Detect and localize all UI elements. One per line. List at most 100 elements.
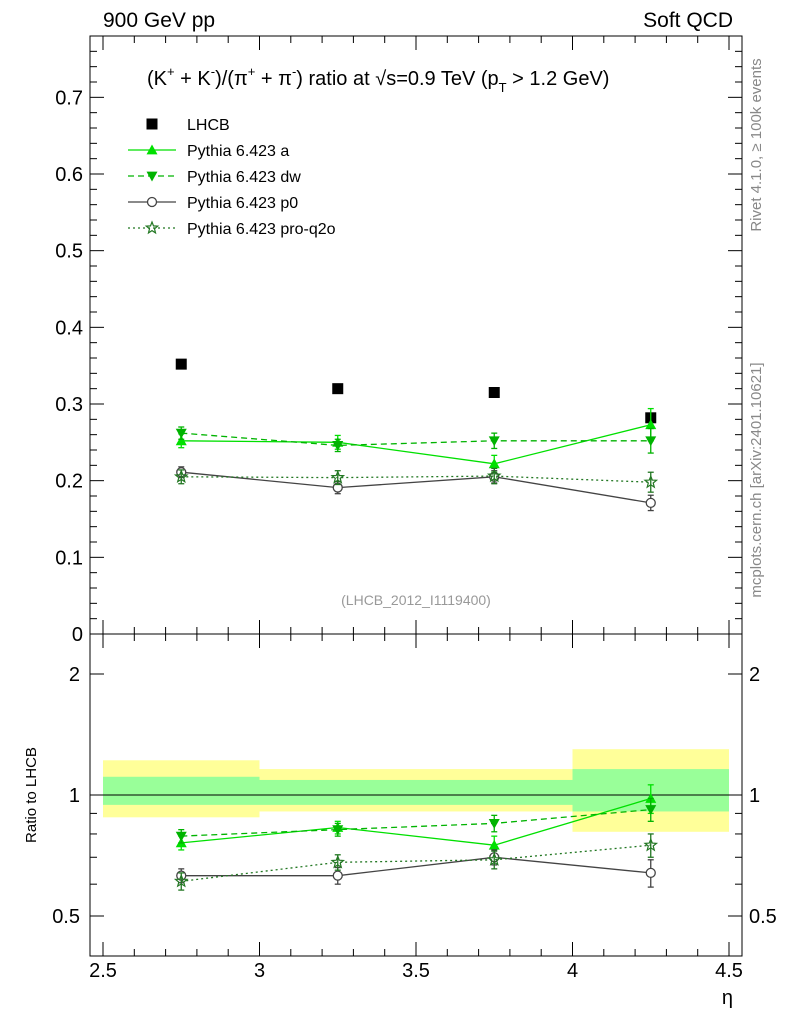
ratio-series-line	[181, 808, 651, 837]
y-tick-label-ratio-right: 2	[749, 664, 760, 686]
y-tick-label-ratio-right: 0.5	[749, 906, 777, 928]
legend-marker	[144, 220, 160, 235]
ratio-series-line	[181, 856, 651, 877]
main-data-point	[173, 469, 189, 484]
title-plus-k: + K	[175, 68, 212, 90]
main-panel-series	[173, 358, 659, 512]
ratio-panel-series	[173, 784, 659, 891]
ratio-data-point	[488, 818, 500, 829]
ratio-panel: 2.5 3 3.5 4 4.5 0.5 0.5 1 1 2 2 Ratio to LHCB η	[23, 633, 777, 1009]
ratio-series-pythia-6-423-dw	[175, 797, 657, 844]
title-open-paren: (K	[147, 68, 168, 90]
ratio-data-point	[175, 831, 187, 842]
legend-item: Pythia 6.423 pro-q2o	[128, 220, 336, 238]
legend-label: Pythia 6.423 dw	[187, 169, 301, 186]
legend-label: Pythia 6.423 pro-q2o	[187, 221, 336, 238]
x-axis-label: η	[722, 987, 733, 1009]
main-data-point	[486, 468, 502, 483]
ratio-data-point	[643, 837, 659, 852]
legend-label: LHCB	[187, 117, 230, 134]
legend-item: Pythia 6.423 p0	[128, 195, 298, 212]
header-left-label: 900 GeV pp	[103, 9, 215, 32]
ratio-uncertainty-bands	[90, 749, 742, 832]
main-data-point	[645, 419, 657, 430]
y-tick-label-main: 0.7	[55, 87, 83, 109]
main-series-line	[181, 475, 651, 483]
title-pi-sup-plus: +	[248, 64, 256, 79]
x-tick-label: 4	[567, 960, 578, 982]
ratio-data-point	[488, 839, 500, 850]
ratio-data-point	[645, 805, 657, 816]
main-data-point	[175, 428, 187, 439]
y-tick-label-main: 0	[72, 624, 83, 646]
legend-label: Pythia 6.423 p0	[187, 195, 298, 212]
title-sup-minus: -	[211, 64, 215, 79]
y-tick-label-ratio-left: 0.5	[52, 906, 80, 928]
y-tick-label-main: 0.4	[55, 317, 83, 339]
x-tick-label: 2.5	[89, 960, 117, 982]
legend-marker	[146, 196, 158, 208]
ratio-data-point	[645, 867, 656, 879]
main-data-point	[332, 441, 344, 451]
y-tick-label-ratio-right: 1	[749, 785, 760, 807]
ratio-series-line	[181, 797, 651, 846]
ratio-series-line	[181, 844, 651, 882]
x-tick-label: 3	[254, 960, 265, 982]
main-series-line	[181, 471, 651, 504]
y-tick-label-main: 0.2	[55, 471, 83, 493]
title-pi-sup-minus: -	[292, 64, 296, 79]
mcplots-reference-label: mcplots.cern.ch [arXiv:2401.10621]	[748, 362, 765, 597]
main-data-point	[330, 469, 346, 484]
ratio-panel-ticks: 2.5 3 3.5 4 4.5 0.5 0.5 1 1 2 2	[52, 634, 777, 982]
title-ratio-at: ) ratio at √s=0.9 TeV (p	[296, 68, 498, 90]
ratio-series-pythia-6-423-p0	[176, 849, 656, 888]
ratio-y-axis-label: Ratio to LHCB	[23, 747, 40, 843]
analysis-id-label: (LHCB_2012_I1119400)	[341, 592, 491, 608]
legend-label: Pythia 6.423 a	[187, 143, 289, 160]
y-tick-label-main: 0.5	[55, 241, 83, 263]
title-sub-T: T	[499, 80, 507, 95]
legend-item: Pythia 6.423 a	[128, 143, 289, 160]
ratio-data-point	[332, 870, 343, 881]
legend-item: LHCB	[146, 117, 230, 134]
ratio-stat-band	[259, 779, 416, 805]
chart-title: (K+ + K-)/(π+ + π-) ratio at √s=0.9 TeV …	[147, 64, 609, 95]
main-data-point	[488, 458, 500, 469]
main-data-point	[643, 474, 659, 489]
title-cut: > 1.2 GeV)	[507, 68, 610, 90]
main-series-pythia-6-423-dw	[175, 426, 657, 454]
y-tick-label-ratio-left: 1	[69, 785, 80, 807]
legend-marker	[146, 171, 158, 182]
main-data-point	[645, 436, 657, 447]
main-data-point	[175, 358, 187, 370]
y-tick-label-main: 0.6	[55, 164, 83, 186]
ratio-series-pythia-6-423-pro-q2o	[173, 833, 659, 891]
main-data-point	[175, 435, 187, 446]
main-panel-ticks: 0 0.1 0.2 0.3 0.4 0.5 0.6 0.7	[55, 35, 742, 646]
y-tick-label-ratio-left: 2	[69, 664, 80, 686]
header-right-label: Soft QCD	[643, 9, 733, 32]
legend-marker	[146, 144, 158, 155]
legend-item: Pythia 6.423 dw	[128, 169, 301, 186]
ratio-stat-band	[416, 779, 573, 805]
main-series-lhcb	[175, 358, 657, 424]
legend: LHCB Pythia 6.423 a Pythia 6.423 dw Pythia …	[128, 117, 336, 238]
ratio-data-point	[173, 873, 189, 888]
main-series-pythia-6-423-p0	[176, 466, 656, 512]
title-plus-pi: + π	[255, 68, 292, 90]
main-series-line	[181, 424, 651, 465]
x-tick-label: 4.5	[715, 960, 743, 982]
ratio-stat-band	[103, 776, 260, 805]
title-over-pi: )/(π	[215, 68, 248, 90]
main-data-point	[488, 387, 500, 398]
main-series-pythia-6-423-pro-q2o	[173, 467, 659, 493]
main-data-point	[645, 497, 656, 509]
y-tick-label-main: 0.3	[55, 394, 83, 416]
ratio-data-point	[486, 852, 502, 866]
x-tick-label: 3.5	[402, 960, 430, 982]
main-panel: 0 0.1 0.2 0.3 0.4 0.5 0.6 0.7 (LHCB_2012_I11194…	[55, 35, 743, 646]
y-tick-label-main: 0.1	[55, 547, 83, 569]
main-data-point	[488, 436, 500, 447]
